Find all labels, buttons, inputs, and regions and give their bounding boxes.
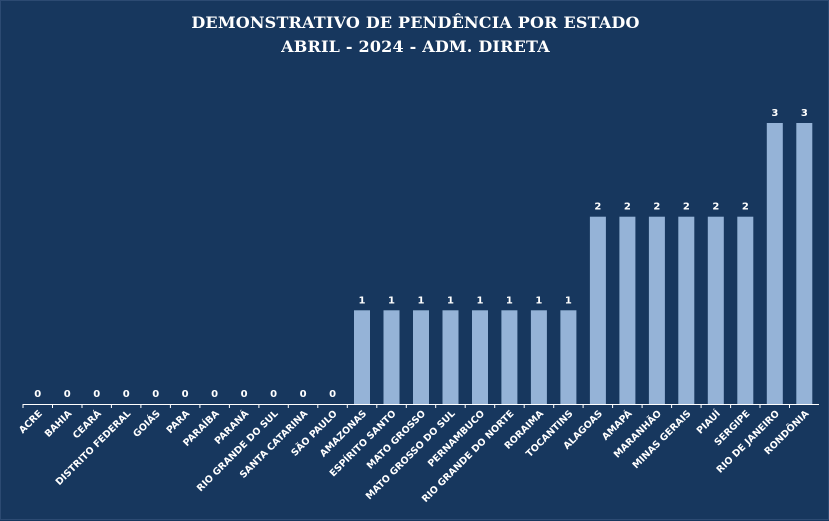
bar <box>501 310 518 404</box>
data-label: 3 <box>801 108 808 119</box>
data-label: 1 <box>388 295 395 306</box>
bar <box>413 310 429 404</box>
bar <box>648 216 665 404</box>
category-label: GOIÁS <box>131 408 163 440</box>
data-label: 1 <box>565 295 572 306</box>
data-label: 0 <box>123 389 130 400</box>
data-label: 0 <box>300 389 307 400</box>
bar <box>354 310 370 404</box>
category-label: BAHIA <box>43 408 75 440</box>
data-label: 0 <box>152 389 159 400</box>
bar <box>530 310 547 404</box>
category-label: PARA <box>165 408 193 436</box>
data-label: 2 <box>653 202 660 213</box>
data-label: 2 <box>624 202 631 213</box>
bar <box>796 123 813 404</box>
data-label: 3 <box>771 108 778 119</box>
chart-subtitle: ABRIL - 2024 - ADM. DIRETA <box>281 37 550 56</box>
data-label: 1 <box>477 295 484 306</box>
data-label: 1 <box>447 295 454 306</box>
data-label: 2 <box>594 202 601 213</box>
data-label: 0 <box>329 389 336 400</box>
data-label: 1 <box>418 295 425 306</box>
data-label: 2 <box>683 202 690 213</box>
category-label: ACRE <box>17 408 45 436</box>
bar <box>619 216 636 404</box>
bar <box>442 310 459 404</box>
data-label: 0 <box>64 389 71 400</box>
data-label: 0 <box>34 389 41 400</box>
data-label: 0 <box>182 389 189 400</box>
data-label: 0 <box>270 389 277 400</box>
data-label: 0 <box>93 389 100 400</box>
data-label: 0 <box>211 389 218 400</box>
data-label: 2 <box>742 202 749 213</box>
bar <box>472 310 488 404</box>
chart-title: DEMONSTRATIVO DE PENDÊNCIA POR ESTADO <box>191 13 640 32</box>
bar <box>766 123 783 404</box>
data-label: 1 <box>535 295 542 306</box>
bar <box>383 310 400 404</box>
bar <box>678 216 695 404</box>
data-label: 1 <box>359 295 366 306</box>
data-label: 2 <box>712 202 719 213</box>
category-label: PIAUÍ <box>694 407 723 436</box>
bar <box>560 310 577 404</box>
bar <box>589 216 606 404</box>
data-label: 1 <box>506 295 513 306</box>
bar <box>707 216 724 404</box>
data-label: 0 <box>241 389 248 400</box>
bar <box>737 216 754 404</box>
